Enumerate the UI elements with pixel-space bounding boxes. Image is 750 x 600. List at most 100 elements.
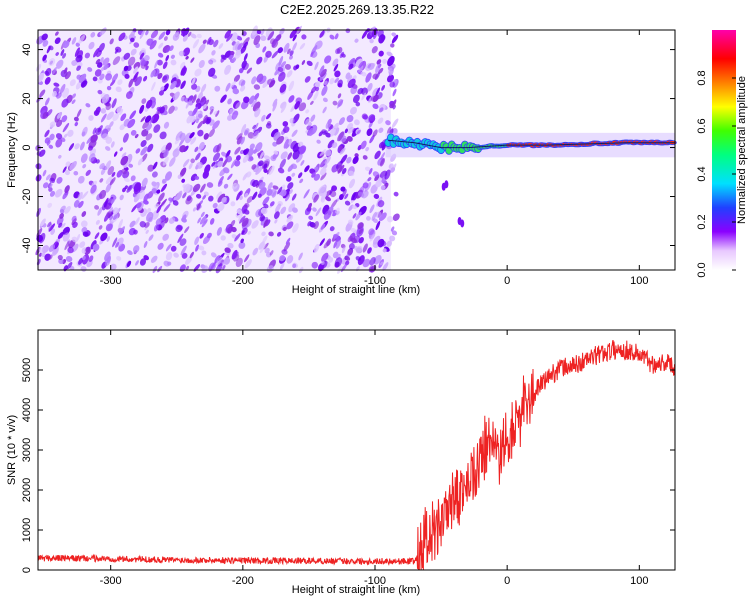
noise-speckle	[289, 29, 297, 39]
noise-speckle	[154, 59, 159, 69]
colorbar-tick-label: 0.8	[696, 70, 708, 85]
noise-speckle	[358, 65, 364, 73]
noise-speckle	[286, 215, 294, 223]
noise-speckle	[307, 221, 312, 227]
noise-speckle	[289, 189, 293, 195]
noise-speckle	[375, 211, 382, 218]
noise-speckle	[124, 185, 128, 190]
noise-speckle	[227, 225, 233, 234]
noise-speckle	[358, 61, 364, 69]
noise-speckle	[146, 38, 154, 46]
noise-speckle	[140, 116, 146, 123]
noise-speckle	[80, 153, 88, 163]
noise-speckle	[334, 33, 339, 40]
noise-speckle	[256, 29, 262, 35]
noise-speckle	[60, 49, 65, 56]
noise-speckle	[243, 148, 250, 156]
noise-speckle	[291, 172, 296, 177]
noise-speckle	[323, 210, 332, 220]
noise-speckle	[142, 120, 150, 129]
noise-speckle	[191, 83, 198, 90]
y-tick-label: 5000	[21, 358, 33, 382]
noise-speckle	[280, 206, 287, 215]
noise-speckle	[46, 139, 51, 146]
noise-speckle	[262, 46, 267, 53]
noise-speckle	[378, 34, 386, 44]
noise-speckle	[58, 154, 62, 159]
noise-speckle	[65, 256, 73, 262]
noise-speckle	[247, 230, 251, 235]
noise-speckle	[313, 91, 319, 101]
noise-speckle	[109, 215, 114, 221]
noise-speckle	[45, 174, 51, 181]
noise-speckle	[201, 265, 209, 274]
noise-speckle	[326, 238, 332, 247]
noise-speckle	[355, 211, 362, 221]
noise-speckle	[240, 136, 245, 145]
noise-speckle	[298, 145, 307, 155]
noise-speckle	[82, 231, 89, 237]
noise-speckle	[143, 75, 148, 82]
noise-speckle	[42, 40, 49, 47]
noise-speckle	[203, 191, 209, 197]
noise-speckle	[372, 129, 378, 137]
noise-speckle	[55, 133, 63, 140]
noise-speckle	[236, 132, 243, 140]
noise-speckle	[88, 115, 94, 121]
noise-speckle	[371, 211, 377, 221]
noise-speckle	[225, 82, 231, 92]
noise-speckle	[279, 189, 284, 196]
noise-speckle	[350, 106, 357, 115]
noise-speckle	[215, 256, 223, 266]
noise-speckle	[42, 182, 49, 189]
noise-speckle	[112, 237, 118, 248]
noise-speckle	[139, 258, 147, 266]
spectrogram-noise-region	[35, 25, 465, 274]
noise-speckle	[225, 155, 233, 163]
noise-speckle	[58, 258, 64, 265]
noise-speckle	[97, 89, 103, 95]
noise-speckle	[162, 156, 169, 166]
noise-speckle	[390, 43, 395, 48]
noise-speckle	[369, 204, 375, 214]
noise-speckle	[241, 230, 245, 235]
noise-speckle	[252, 191, 258, 200]
noise-speckle	[48, 223, 56, 232]
noise-speckle	[298, 102, 307, 112]
noise-speckle	[344, 200, 351, 206]
noise-speckle	[272, 101, 278, 112]
noise-speckle	[143, 199, 149, 205]
noise-speckle	[62, 122, 70, 133]
noise-speckle	[384, 169, 391, 180]
noise-speckle	[64, 170, 70, 176]
noise-speckle	[105, 176, 113, 185]
noise-speckle	[335, 207, 340, 214]
noise-speckle	[230, 159, 237, 169]
noise-speckle	[313, 194, 319, 203]
noise-speckle	[185, 265, 190, 270]
noise-speckle	[110, 197, 116, 204]
noise-speckle	[276, 135, 285, 145]
noise-speckle	[179, 61, 186, 69]
noise-speckle	[116, 256, 122, 261]
noise-speckle	[263, 163, 268, 170]
noise-speckle	[230, 50, 235, 56]
noise-speckle	[163, 149, 169, 158]
noise-speckle	[367, 177, 372, 182]
noise-speckle	[73, 170, 79, 176]
noise-speckle	[49, 133, 55, 141]
noise-speckle	[106, 255, 112, 264]
noise-speckle	[251, 98, 258, 108]
noise-speckle	[71, 99, 76, 105]
noise-speckle	[94, 205, 100, 210]
noise-speckle	[296, 154, 303, 163]
noise-speckle	[119, 124, 125, 131]
noise-speckle	[289, 118, 295, 124]
noise-speckle	[195, 244, 200, 252]
noise-speckle	[36, 207, 42, 217]
noise-speckle	[372, 235, 381, 245]
noise-speckle	[331, 142, 338, 149]
noise-speckle	[157, 242, 164, 250]
noise-speckle	[224, 30, 232, 39]
